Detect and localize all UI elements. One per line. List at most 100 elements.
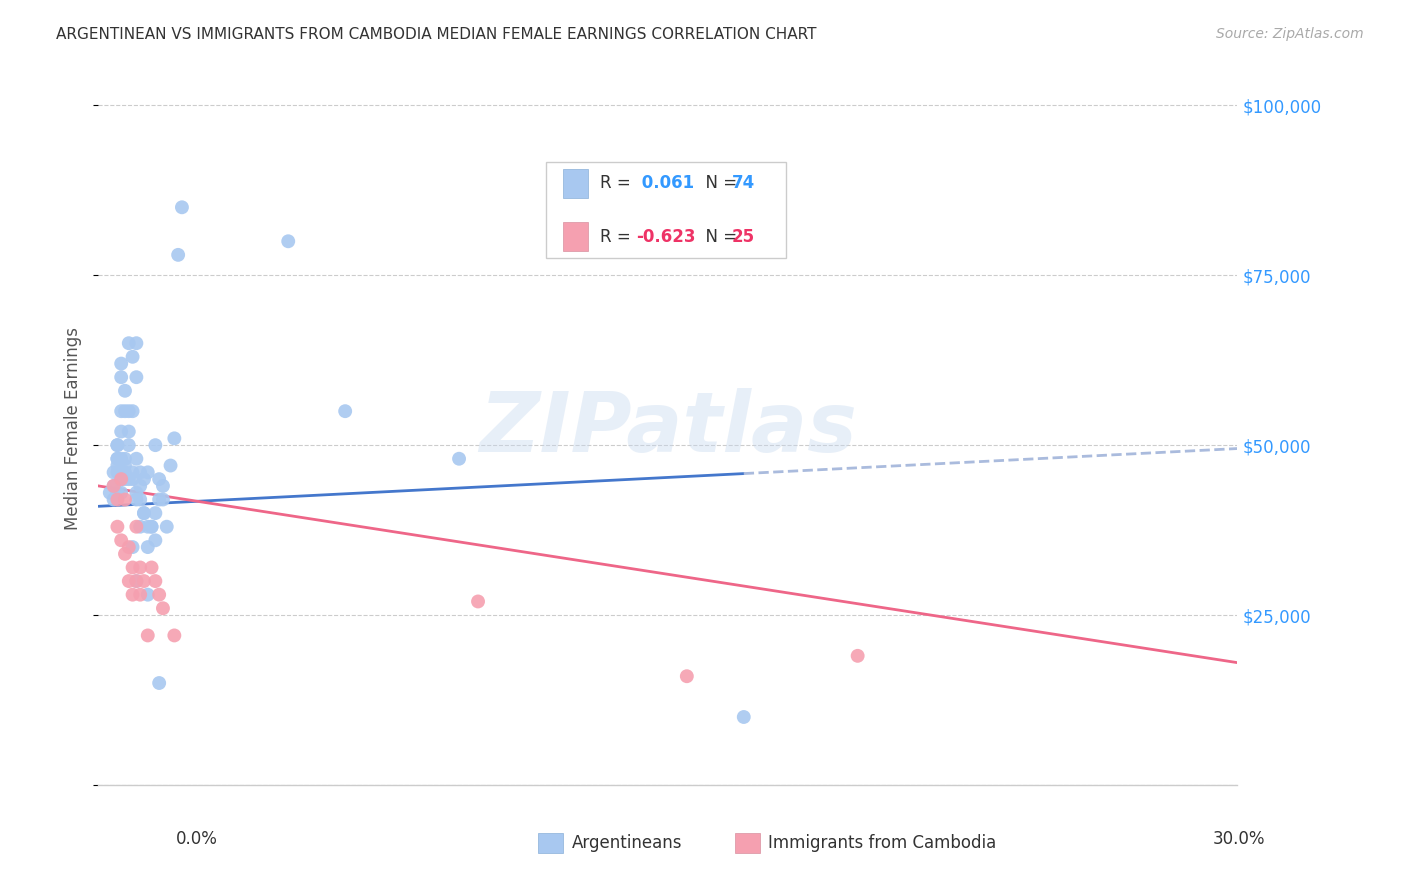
Point	[118, 438, 141, 452]
Point	[110, 404, 132, 418]
Point	[118, 540, 141, 554]
Point	[132, 506, 155, 520]
Point	[145, 506, 167, 520]
Point	[148, 472, 170, 486]
Point	[129, 519, 152, 533]
Text: 0.0%: 0.0%	[176, 830, 218, 847]
Point	[335, 404, 357, 418]
Point	[114, 404, 136, 418]
Point	[148, 588, 170, 602]
Point	[110, 472, 132, 486]
Point	[107, 492, 129, 507]
Point	[125, 574, 148, 588]
Text: -0.623: -0.623	[637, 227, 696, 245]
Text: R =: R =	[600, 175, 636, 193]
Point	[167, 248, 190, 262]
Point	[129, 479, 152, 493]
Point	[136, 628, 159, 642]
Point	[125, 451, 148, 466]
Point	[152, 492, 174, 507]
Point	[145, 533, 167, 548]
Point	[676, 669, 699, 683]
Point	[125, 574, 148, 588]
Point	[163, 431, 186, 445]
Point	[145, 574, 167, 588]
Point	[110, 466, 132, 480]
Point	[98, 485, 121, 500]
Point	[129, 560, 152, 574]
Point	[449, 451, 471, 466]
Point	[110, 425, 132, 439]
Point	[145, 438, 167, 452]
Point	[114, 458, 136, 473]
Point	[170, 200, 193, 214]
Point	[114, 384, 136, 398]
Point	[121, 540, 143, 554]
Point	[125, 492, 148, 507]
Point	[467, 594, 489, 608]
Text: R =: R =	[600, 227, 636, 245]
Point	[141, 519, 163, 533]
Point	[125, 519, 148, 533]
Point	[121, 588, 143, 602]
Point	[121, 466, 143, 480]
Point	[125, 336, 148, 351]
Point	[148, 676, 170, 690]
Point	[107, 466, 129, 480]
Point	[107, 458, 129, 473]
Text: Argentineans: Argentineans	[571, 834, 682, 852]
Point	[114, 466, 136, 480]
Point	[156, 519, 179, 533]
Point	[110, 466, 132, 480]
Point	[136, 588, 159, 602]
Point	[107, 485, 129, 500]
Text: N =: N =	[696, 175, 742, 193]
Point	[103, 466, 125, 480]
Point	[110, 472, 132, 486]
Point	[107, 519, 129, 533]
Point	[148, 492, 170, 507]
Point	[114, 472, 136, 486]
Text: 30.0%: 30.0%	[1213, 830, 1265, 847]
Point	[136, 466, 159, 480]
Text: N =: N =	[696, 227, 742, 245]
Text: 25: 25	[733, 227, 755, 245]
Point	[121, 404, 143, 418]
Point	[141, 560, 163, 574]
Point	[129, 492, 152, 507]
Point	[118, 336, 141, 351]
Point	[107, 451, 129, 466]
Point	[110, 533, 132, 548]
Point	[159, 458, 181, 473]
Point	[129, 466, 152, 480]
Point	[118, 425, 141, 439]
Point	[121, 350, 143, 364]
Text: ZIPatlas: ZIPatlas	[479, 388, 856, 468]
Text: Immigrants from Cambodia: Immigrants from Cambodia	[768, 834, 997, 852]
Point	[132, 472, 155, 486]
Point	[110, 451, 132, 466]
Point	[129, 588, 152, 602]
Point	[118, 574, 141, 588]
Point	[114, 547, 136, 561]
Text: 0.061: 0.061	[637, 175, 695, 193]
Point	[107, 438, 129, 452]
Point	[103, 479, 125, 493]
Point	[114, 492, 136, 507]
Point	[125, 370, 148, 384]
Point	[103, 492, 125, 507]
Point	[132, 574, 155, 588]
Point	[277, 234, 299, 248]
Point	[107, 438, 129, 452]
Point	[110, 485, 132, 500]
Point	[118, 472, 141, 486]
Point	[136, 519, 159, 533]
Point	[110, 370, 132, 384]
Point	[114, 451, 136, 466]
Text: Source: ZipAtlas.com: Source: ZipAtlas.com	[1216, 27, 1364, 41]
Text: 74: 74	[733, 175, 755, 193]
Point	[132, 506, 155, 520]
Point	[110, 472, 132, 486]
Point	[121, 560, 143, 574]
Point	[152, 601, 174, 615]
